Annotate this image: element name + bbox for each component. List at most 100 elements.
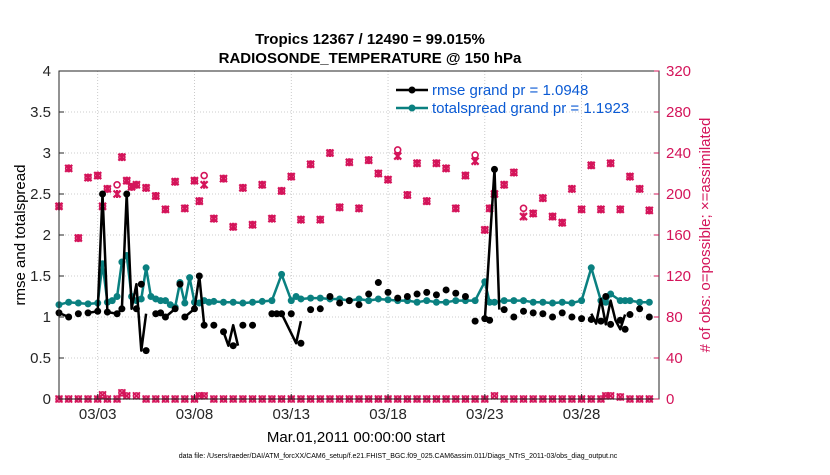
obs-assimilated-cross <box>461 171 470 180</box>
obs-zero-point <box>490 391 499 401</box>
obs-assimilated-cross <box>112 189 122 199</box>
obs-assimilated-point <box>117 152 127 162</box>
obs-assimilated-point <box>228 222 238 232</box>
obs-assimilated-cross <box>422 196 432 206</box>
obs-assimilated-point <box>557 218 567 227</box>
rmse-point <box>461 293 469 300</box>
rmse-point <box>297 339 305 347</box>
obs-assimilated-cross <box>141 183 151 193</box>
x-tick-label: 03/28 <box>563 406 601 423</box>
obs-assimilated-cross <box>335 203 344 212</box>
obs-assimilated-cross <box>219 174 228 183</box>
obs-assimilated-cross <box>209 214 219 223</box>
rmse-point <box>345 297 353 305</box>
rmse-point <box>287 310 295 318</box>
rmse-point <box>239 321 247 329</box>
legend-rmse-marker <box>408 86 416 94</box>
obs-assimilated-point <box>286 172 296 181</box>
totalspread-point <box>297 295 305 303</box>
obs-assimilated-point <box>248 220 257 230</box>
y-tick-label-left: 2.5 <box>30 186 51 203</box>
obs-assimilated-point <box>141 183 151 193</box>
obs-assimilated-cross <box>103 184 112 194</box>
rmse-point <box>273 310 281 318</box>
obs-assimilated-cross <box>393 151 402 161</box>
obs-assimilated-cross <box>306 159 315 169</box>
obs-assimilated-point <box>306 159 315 169</box>
obs-assimilated-point <box>209 214 219 223</box>
rmse-point <box>157 309 165 317</box>
rmse-point <box>103 308 111 316</box>
obs-assimilated-point <box>127 182 136 192</box>
rmse-point <box>413 290 421 298</box>
rmse-point <box>452 289 460 297</box>
totalspread-point <box>520 297 528 305</box>
obs-assimilated-cross <box>577 205 586 214</box>
totalspread-point <box>229 298 237 306</box>
y-tick-label-left: 3 <box>43 145 51 162</box>
rmse-point <box>132 305 140 313</box>
totalspread-point <box>74 299 82 307</box>
totalspread-point <box>186 274 194 282</box>
y-axis-label-left: rmse and totalspread <box>12 165 29 306</box>
rmse-point <box>486 316 494 324</box>
rmse-point <box>394 294 402 302</box>
obs-assimilated-cross <box>432 158 441 168</box>
rmse-point <box>336 299 344 307</box>
chart-title-line2: RADIOSONDE_TEMPERATURE @ 150 hPa <box>219 50 522 67</box>
obs-assimilated-cross <box>228 222 238 232</box>
axes-ticks: 00.511.522.533.5404080120160200240280320… <box>30 63 691 423</box>
totalspread-point <box>549 299 557 307</box>
obs-assimilated-cross <box>374 169 383 178</box>
obs-assimilated-point <box>364 155 373 165</box>
obs-assimilated-cross <box>364 155 373 165</box>
obs-assimilated-point <box>432 158 441 168</box>
rmse-point <box>190 305 198 313</box>
totalspread-point <box>137 295 145 303</box>
obs-assimilated-cross <box>83 173 93 182</box>
totalspread-point <box>258 297 266 305</box>
totalspread-point <box>220 298 228 306</box>
rmse-point <box>490 165 498 173</box>
y-tick-label-right: 80 <box>666 309 683 326</box>
y-tick-label-left: 4 <box>43 63 51 80</box>
totalspread-point <box>616 297 624 305</box>
obs-assimilated-point <box>625 172 635 181</box>
obs-assimilated-cross <box>277 186 286 196</box>
obs-assimilated-point <box>345 157 354 167</box>
rmse-point <box>307 306 315 314</box>
obs-assimilated-point <box>577 205 586 214</box>
rmse-line-segment <box>222 323 240 347</box>
totalspread-point <box>108 297 116 305</box>
totalspread-point <box>452 297 460 305</box>
obs-assimilated-point <box>180 204 190 213</box>
rmse-point <box>94 307 102 315</box>
totalspread-point <box>636 298 644 306</box>
obs-zero-point <box>132 391 141 401</box>
obs-assimilated-cross <box>170 177 180 186</box>
totalspread-point <box>374 295 382 303</box>
obs-assimilated-cross <box>64 164 73 173</box>
obs-assimilated-cross <box>132 180 141 190</box>
obs-assimilated-point <box>335 203 344 212</box>
totalspread-point <box>578 297 586 305</box>
rmse-point <box>384 288 392 296</box>
rmse-point <box>626 311 634 319</box>
obs-assimilated-cross <box>538 193 548 203</box>
totalspread-point <box>210 297 218 305</box>
obs-assimilated-cross <box>586 161 596 170</box>
obs-assimilated-cross <box>470 156 480 166</box>
obs-assimilated-cross <box>296 215 306 224</box>
totalspread-point <box>568 299 576 307</box>
rmse-point <box>142 347 150 355</box>
obs-assimilated-cross <box>403 190 412 200</box>
obs-assimilated-cross <box>645 206 654 215</box>
totalspread-point <box>471 297 479 305</box>
rmse-point <box>539 310 547 318</box>
obs-assimilated-point <box>195 196 204 206</box>
rmse-point <box>176 280 184 288</box>
obs-assimilated-cross <box>451 204 461 213</box>
x-axis-label: Mar.01,2011 00:00:00 start <box>267 429 446 446</box>
totalspread-point <box>355 295 363 303</box>
obs-assimilated-point <box>645 206 654 215</box>
